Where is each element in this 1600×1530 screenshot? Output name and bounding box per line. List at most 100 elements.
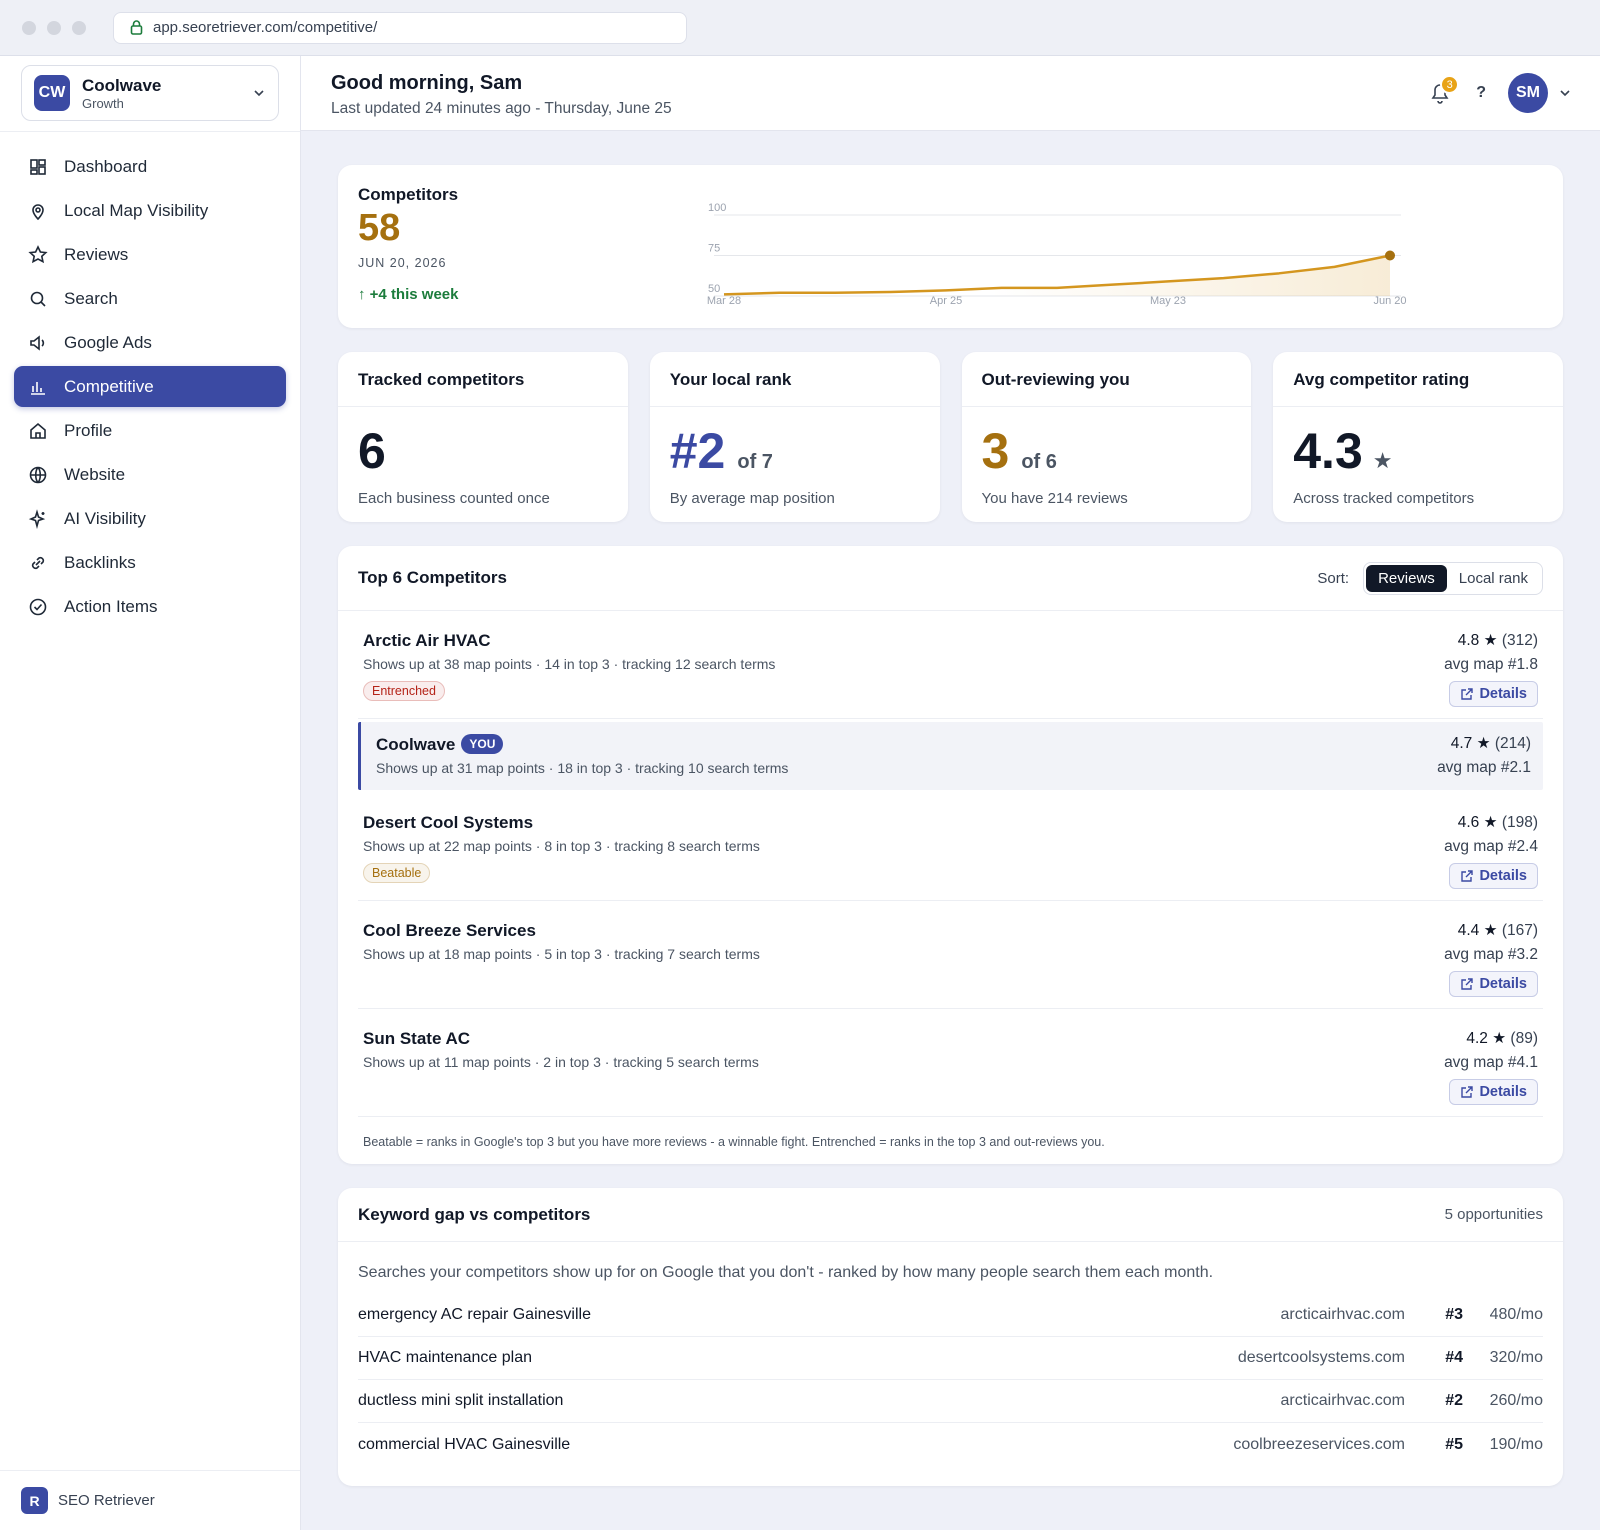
details-button[interactable]: Details	[1449, 681, 1538, 707]
nav-icon	[31, 556, 45, 569]
stat-body: 3 of 6 You have 214 reviews	[962, 407, 1252, 507]
nav-label: Website	[64, 464, 126, 484]
competitor-name: Arctic Air HVAC	[363, 631, 491, 650]
help-button[interactable]: ?	[1476, 84, 1486, 101]
keyword-title: Keyword gap vs competitors	[358, 1204, 591, 1224]
workspace-plan: Growth	[82, 95, 124, 111]
external-icon	[1461, 687, 1474, 700]
competitor-rows: Arctic Air HVAC Shows up at 38 map point…	[338, 611, 1563, 1117]
external-icon	[1461, 977, 1474, 990]
url-text: app.seoretriever.com/competitive/	[153, 19, 378, 36]
details-button[interactable]: Details	[1449, 1079, 1538, 1105]
chevron[interactable]	[1558, 86, 1572, 100]
stat-value: 6	[358, 423, 386, 479]
details-button[interactable]: Details	[1449, 971, 1538, 997]
avg-map: avg map #1.8	[1444, 656, 1538, 673]
stat-title: Out-reviewing you	[961, 352, 1252, 407]
competitor-domain: desertcoolsystems.com	[1237, 1349, 1405, 1366]
you-badge: YOU	[461, 734, 504, 754]
nav-item[interactable]: Competitive	[14, 366, 286, 407]
nav-item[interactable]: Reviews	[14, 234, 286, 275]
nav-label: AI Visibility	[64, 508, 146, 528]
nav-item[interactable]: Google Ads	[14, 322, 286, 363]
competitor-name: Cool Breeze Services	[363, 921, 536, 940]
keyword-row: commercial HVAC Gainesville coolbreezeser…	[358, 1423, 1543, 1466]
nav-item[interactable]: Backlinks	[14, 542, 286, 583]
nav-label: Local Map Visibility	[64, 200, 209, 220]
competitor-stats: 4.2 ★ (89) avg map #4.1 Details	[1444, 1029, 1538, 1116]
y-tick-label: 50	[708, 283, 720, 295]
stat-of: of 7	[737, 451, 773, 473]
stat-card: Your local rank #2 of 7 By average map posi…	[649, 352, 940, 522]
keyword-row: HVAC maintenance plan desertcoolsystems.c…	[358, 1337, 1543, 1380]
review-count: (198)	[1501, 814, 1538, 831]
competitor-details: Shows up at 11 map points · 2 in top 3 ·…	[363, 1054, 759, 1070]
competitor-row: Cool Breeze Services Shows up at 18 map …	[358, 901, 1543, 1009]
nav-label: Profile	[64, 420, 113, 440]
keyword-row: ductless mini split installation arcticai…	[358, 1380, 1543, 1423]
competitor-rank: #3	[1445, 1306, 1463, 1323]
competitor-info: Desert Cool Systems Shows up at 22 map p…	[363, 813, 760, 900]
notifications-button[interactable]: 3	[1426, 75, 1460, 107]
competitor-domain: arcticairhvac.com	[1280, 1392, 1405, 1409]
last-updated: Last updated 24 minutes ago - Thursday, …	[331, 100, 672, 117]
nav-icon	[30, 334, 45, 351]
sort-label: Sort:	[1317, 569, 1350, 587]
external-icon	[1461, 869, 1474, 882]
nav-icon	[28, 244, 48, 263]
stat-of: of 6	[1021, 451, 1057, 473]
details-button[interactable]: Details	[1449, 863, 1538, 889]
nav-label: Search	[64, 288, 118, 308]
url-bar[interactable]: app.seoretriever.com/competitive/	[113, 11, 687, 44]
nav-item[interactable]: Website	[14, 454, 286, 495]
legend-note: Beatable = ranks in Google's top 3 but y…	[363, 1135, 1105, 1149]
competitor-row: Sun State AC Shows up at 11 map points ·…	[358, 1009, 1543, 1117]
rating: 4.2	[1466, 1030, 1488, 1047]
x-tick-label: May 23	[1150, 295, 1186, 307]
search-volume: 260/mo	[1489, 1392, 1543, 1409]
competitor-info: Cool Breeze Services Shows up at 18 map …	[363, 921, 760, 1008]
workspace-selector[interactable]: CW Coolwave Growth	[21, 65, 279, 121]
sort-control: Sort: Reviews Local rank	[1317, 561, 1543, 595]
window-dot	[47, 20, 61, 35]
opportunity-count: 5 opportunities	[1444, 1206, 1543, 1223]
external-icon	[1461, 1085, 1474, 1098]
area	[724, 255, 1390, 296]
browser-bar: app.seoretriever.com/competitive/	[0, 0, 1600, 56]
avg-map: avg map #3.2	[1444, 946, 1538, 963]
rating: 4.7	[1450, 735, 1473, 752]
star-icon: ★	[1472, 735, 1495, 752]
competitor-details: Shows up at 31 map points · 18 in top 3 …	[376, 760, 789, 776]
rating: 4.4	[1457, 922, 1480, 939]
search-volume: 320/mo	[1489, 1349, 1543, 1366]
avatar[interactable]: SM	[1508, 73, 1548, 113]
nav-item[interactable]: Local Map Visibility	[14, 190, 286, 231]
competitor-row: Arctic Air HVAC Shows up at 38 map point…	[358, 611, 1543, 719]
details-label: Details	[1479, 1084, 1527, 1100]
nav-label: Competitive	[64, 376, 154, 396]
competitor-name: Desert Cool Systems	[363, 813, 534, 832]
nav-icon	[30, 422, 46, 439]
search-volume: 480/mo	[1489, 1306, 1543, 1323]
sort-option[interactable]: Local rank	[1458, 569, 1528, 587]
nav-item[interactable]: AI Visibility	[14, 498, 286, 539]
nav-item[interactable]: Action Items	[14, 586, 286, 627]
nav-item[interactable]: Dashboard	[14, 146, 286, 187]
nav: Dashboard Local Map Visibility Reviews Sear…	[0, 132, 300, 627]
rating: 4.6	[1457, 814, 1480, 831]
app: CW Coolwave Growth Dashboard Local Map Vi…	[0, 56, 1600, 1530]
lock-icon	[130, 20, 143, 35]
competitor-name: Sun State AC	[363, 1029, 471, 1048]
competitor-count: 58	[358, 207, 401, 249]
date: JUN 20, 2026	[358, 256, 447, 270]
y-tick-label: 75	[708, 243, 720, 255]
competitors-card: Competitors 58 JUN 20, 2026 ↑ +4 this we…	[338, 165, 1563, 328]
stat-note: You have 214 reviews	[981, 490, 1128, 507]
nav-item[interactable]: Profile	[14, 410, 286, 451]
competitor-info: Arctic Air HVAC Shows up at 38 map point…	[363, 631, 775, 718]
stat-body: #2 of 7 By average map position	[650, 407, 940, 507]
stat-note: By average map position	[669, 490, 835, 507]
nav-item[interactable]: Search	[14, 278, 286, 319]
sort-option[interactable]: Reviews	[1366, 564, 1447, 592]
